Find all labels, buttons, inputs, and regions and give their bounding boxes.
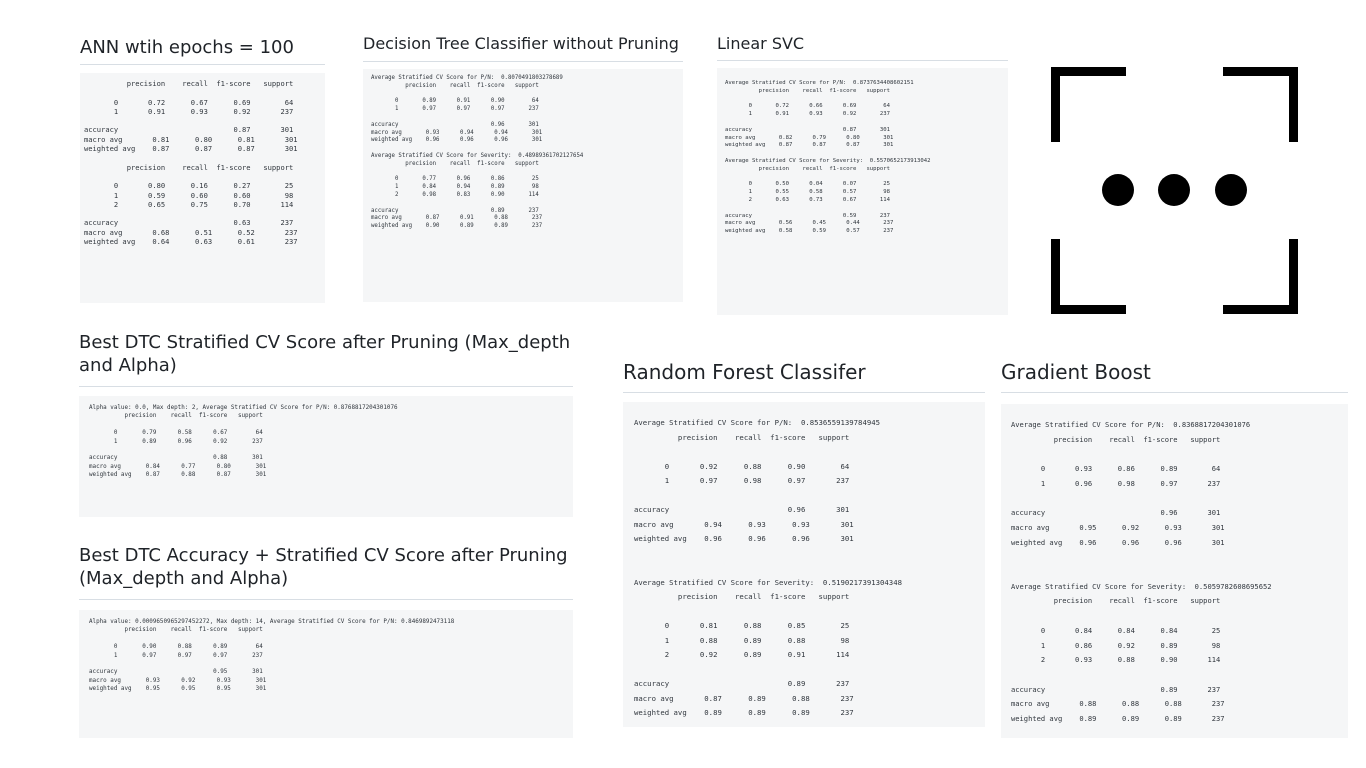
dtc-report: Average Stratified CV Score for P/N: 0.8… bbox=[371, 75, 584, 230]
corner-top-right bbox=[1223, 67, 1298, 142]
dtc-title: Decision Tree Classifier without Pruning bbox=[363, 34, 683, 62]
rf-report: Average Stratified CV Score for P/N: 0.8… bbox=[634, 418, 902, 717]
corner-bottom-right bbox=[1223, 239, 1298, 314]
ann-report-block: precision recall f1-score support 0 0.72… bbox=[80, 73, 325, 303]
ann-title: ANN wtih epochs = 100 bbox=[80, 37, 325, 65]
dot-right bbox=[1215, 174, 1247, 206]
svc-report-block: Average Stratified CV Score for P/N: 0.8… bbox=[717, 68, 1008, 315]
gb-report-block: Average Stratified CV Score for P/N: 0.8… bbox=[1001, 404, 1348, 738]
svc-title: Linear SVC bbox=[717, 34, 1008, 61]
dot-left bbox=[1102, 174, 1134, 206]
corner-top-left bbox=[1051, 67, 1126, 142]
rf-report-block: Average Stratified CV Score for P/N: 0.8… bbox=[623, 402, 985, 727]
gb-title: Gradient Boost bbox=[1001, 360, 1348, 393]
rf-title: Random Forest Classifer bbox=[623, 360, 985, 393]
best-dtc-acc-title: Best DTC Accuracy + Stratified CV Score … bbox=[79, 545, 573, 600]
ann-report: precision recall f1-score support 0 0.72… bbox=[84, 79, 298, 247]
more-icon[interactable] bbox=[1051, 67, 1298, 314]
dot-middle bbox=[1158, 174, 1190, 206]
best-dtc-report-block: Alpha value: 0.0, Max depth: 2, Average … bbox=[79, 396, 573, 517]
best-dtc-report: Alpha value: 0.0, Max depth: 2, Average … bbox=[89, 405, 398, 479]
dtc-report-block: Average Stratified CV Score for P/N: 0.8… bbox=[363, 69, 683, 302]
best-dtc-acc-report-block: Alpha value: 0.0009650965297452272, Max … bbox=[79, 610, 573, 738]
svc-report: Average Stratified CV Score for P/N: 0.8… bbox=[725, 80, 931, 235]
gb-report: Average Stratified CV Score for P/N: 0.8… bbox=[1011, 420, 1272, 724]
corner-bottom-left bbox=[1051, 239, 1126, 314]
best-dtc-title: Best DTC Stratified CV Score after Pruni… bbox=[79, 332, 573, 387]
best-dtc-acc-report: Alpha value: 0.0009650965297452272, Max … bbox=[89, 619, 455, 693]
